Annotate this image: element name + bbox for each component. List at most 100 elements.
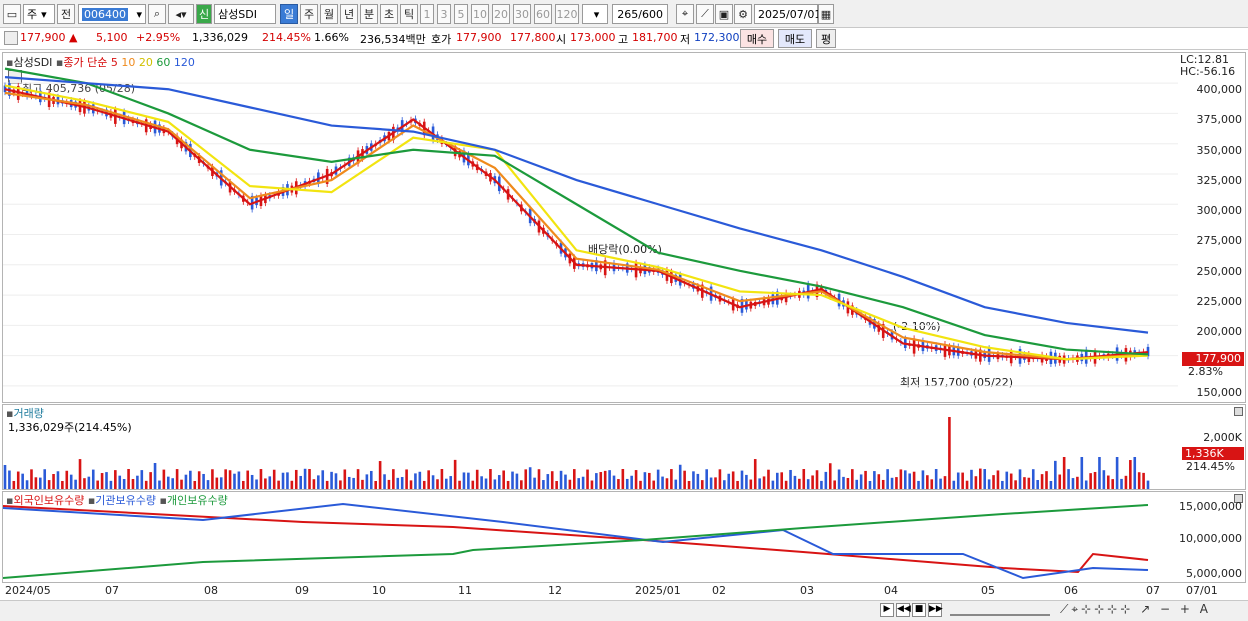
volume-bar: [749, 479, 753, 489]
unit-120[interactable]: 120: [555, 4, 579, 24]
crosshair-icon[interactable]: ⌖: [676, 4, 694, 24]
volume-bar: [237, 471, 241, 489]
volume-bar: [661, 476, 664, 489]
volume-bar: [114, 470, 117, 489]
tab-tick[interactable]: 틱: [400, 4, 418, 24]
volume-chart[interactable]: [3, 405, 1178, 489]
volume-bar: [974, 476, 978, 489]
volume-bar: [422, 480, 426, 489]
unit-dropdown[interactable]: ▾: [582, 4, 608, 24]
volume-bar: [714, 477, 717, 489]
volume-bar: [189, 470, 192, 489]
volume-bar: [1115, 457, 1119, 489]
speaker-icon[interactable]: ◂▾: [168, 4, 194, 24]
gear-icon[interactable]: ⚙: [734, 4, 752, 24]
unit-20[interactable]: 20: [492, 4, 510, 24]
volume-bar: [475, 469, 479, 489]
volume-bar: [930, 479, 934, 489]
volume-bar: [158, 480, 161, 489]
period-type-select[interactable]: 주 ▾: [23, 4, 55, 24]
volume-bar: [347, 476, 351, 489]
save-icon[interactable]: ▣: [715, 4, 733, 24]
tool-icons[interactable]: ⟋⌖⊹⊹⊹⊹ ↗ − + A: [1060, 602, 1212, 616]
nav-buttons: ▶ ◀◀ ■ ▶▶: [880, 603, 944, 617]
volume-bar: [842, 476, 845, 489]
volume-bar: [246, 470, 250, 489]
play-icon[interactable]: ▶: [880, 603, 894, 617]
volume-bar: [987, 479, 991, 489]
unit-3[interactable]: 3: [437, 4, 451, 24]
unit-30[interactable]: 30: [513, 4, 531, 24]
tab-month[interactable]: 월: [320, 4, 338, 24]
volume-bar: [30, 469, 33, 489]
forward-icon[interactable]: ▶▶: [928, 603, 943, 617]
volume-bar: [409, 480, 413, 489]
current-pct-tag: 2.83%: [1188, 365, 1223, 378]
date-field[interactable]: 2025/07/01: [754, 4, 821, 24]
stop-icon[interactable]: ■: [912, 603, 926, 617]
count-field[interactable]: 265/600: [612, 4, 668, 24]
panel-close-icon[interactable]: [1234, 407, 1243, 416]
holding-chart[interactable]: [3, 492, 1178, 582]
quote-toggle-icon[interactable]: [4, 31, 18, 45]
volume-bar: [47, 480, 51, 489]
volume-bar: [387, 479, 391, 489]
volume-bar: [8, 470, 11, 489]
volume-bar: [436, 479, 439, 489]
tab-week[interactable]: 주: [300, 4, 318, 24]
unit-5[interactable]: 5: [454, 4, 468, 24]
volume-bar: [100, 473, 104, 489]
price-chart[interactable]: [3, 53, 1178, 402]
layout-icon[interactable]: ▭: [3, 4, 21, 24]
sell-button[interactable]: 매도: [778, 29, 812, 48]
volume-bar: [383, 474, 386, 489]
volume-bar: [277, 480, 280, 489]
zoom-slider[interactable]: [950, 604, 1050, 616]
volume-bar: [873, 471, 876, 489]
volume-bar: [299, 475, 302, 489]
unit-10[interactable]: 10: [471, 4, 489, 24]
volume-bar: [643, 472, 647, 489]
avg-button[interactable]: 평: [816, 29, 836, 48]
volume-bar: [1089, 473, 1092, 489]
volume-bar: [1120, 478, 1123, 489]
price-change-pct: +2.95%: [136, 31, 181, 44]
volume-bar: [1080, 457, 1084, 489]
volume-bar: [961, 472, 964, 489]
volume-bar: [687, 480, 691, 489]
dividend-label: 배당락(0.00%): [588, 243, 662, 256]
volume-bar: [912, 471, 916, 489]
volume-bar: [1031, 469, 1035, 489]
unit-60[interactable]: 60: [534, 4, 552, 24]
search-icon[interactable]: ⌕: [148, 4, 166, 24]
volume-bar: [577, 478, 581, 489]
tab-second[interactable]: 초: [380, 4, 398, 24]
volume-bar: [1027, 477, 1031, 489]
draw-icon[interactable]: ⟋: [696, 4, 714, 24]
volume-bar: [1058, 474, 1062, 489]
volume-bar: [356, 469, 360, 489]
calendar-icon[interactable]: ▦: [818, 4, 834, 24]
rewind-icon[interactable]: ◀◀: [896, 603, 911, 617]
panel-close-icon[interactable]: [1234, 494, 1243, 503]
y-tick: 225,000: [1196, 295, 1243, 308]
tab-minute[interactable]: 분: [360, 4, 378, 24]
volume-bar: [670, 469, 673, 489]
volume-bar: [1111, 479, 1114, 489]
prev-button[interactable]: 전: [57, 4, 75, 24]
volume-bar: [215, 477, 219, 489]
x-tick: 08: [204, 584, 218, 597]
volume-bar: [127, 469, 130, 489]
stock-code-input[interactable]: 006400 ▾: [78, 4, 146, 24]
buy-button[interactable]: 매수: [740, 29, 774, 48]
tab-day[interactable]: 일: [280, 4, 298, 24]
volume-panel[interactable]: [2, 404, 1246, 490]
stock-name-field[interactable]: 삼성SDI: [214, 4, 276, 24]
tab-year[interactable]: 년: [340, 4, 358, 24]
unit-1[interactable]: 1: [420, 4, 434, 24]
volume-bar: [361, 479, 364, 489]
y-tick: 375,000: [1196, 113, 1243, 126]
volume-bar: [294, 469, 298, 489]
volume-bar: [1133, 457, 1137, 489]
volume-bar: [34, 477, 38, 489]
